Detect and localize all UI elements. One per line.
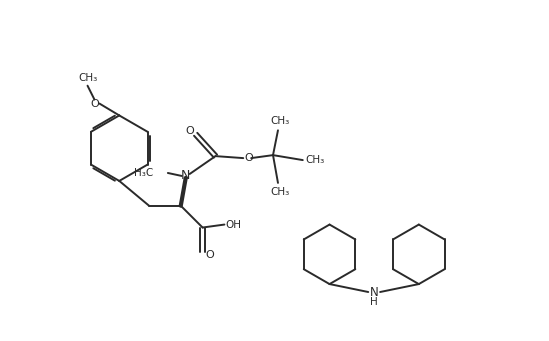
Text: H₃C: H₃C <box>134 168 153 178</box>
Text: O: O <box>245 153 254 163</box>
Text: N: N <box>181 169 191 182</box>
Text: O: O <box>205 250 214 260</box>
Text: OH: OH <box>225 220 242 229</box>
Text: CH₃: CH₃ <box>305 155 324 165</box>
Text: CH₃: CH₃ <box>270 116 289 127</box>
Text: N: N <box>370 285 379 298</box>
Text: O: O <box>186 126 194 136</box>
Text: CH₃: CH₃ <box>270 187 289 197</box>
Text: O: O <box>90 99 99 108</box>
Text: H: H <box>371 297 378 307</box>
Text: CH₃: CH₃ <box>78 73 97 83</box>
